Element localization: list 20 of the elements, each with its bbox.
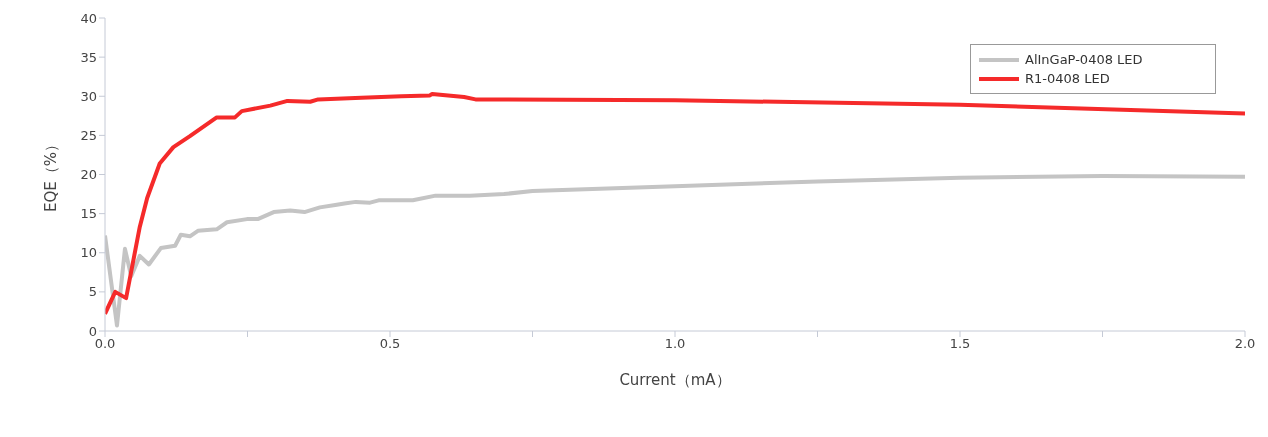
y-tick-label: 10 [80, 245, 97, 261]
y-tick-label: 5 [88, 284, 97, 300]
legend-label: AlInGaP-0408 LED [1025, 50, 1143, 69]
y-tick-label: 20 [80, 167, 97, 183]
x-axis-title: Current（mA） [619, 371, 731, 389]
y-tick-label: 40 [80, 10, 97, 26]
y-axis-title: EQE（%） [42, 136, 61, 213]
x-tick-label: 1.5 [949, 336, 971, 352]
x-tick-label: 2.0 [1234, 336, 1256, 352]
x-tick-label: 1.0 [664, 336, 686, 352]
y-tick-label: 15 [80, 206, 97, 222]
x-tick-label: 0.5 [379, 336, 401, 352]
line-series [105, 174, 1245, 328]
y-tick-label: 25 [80, 127, 97, 143]
line-series [105, 91, 1245, 316]
y-tick-label: 0 [88, 323, 97, 339]
y-tick-label: 35 [80, 49, 97, 65]
legend-label: R1-0408 LED [1025, 69, 1110, 88]
y-tick-label: 30 [80, 88, 97, 104]
x-tick-label: 0.0 [94, 336, 116, 352]
